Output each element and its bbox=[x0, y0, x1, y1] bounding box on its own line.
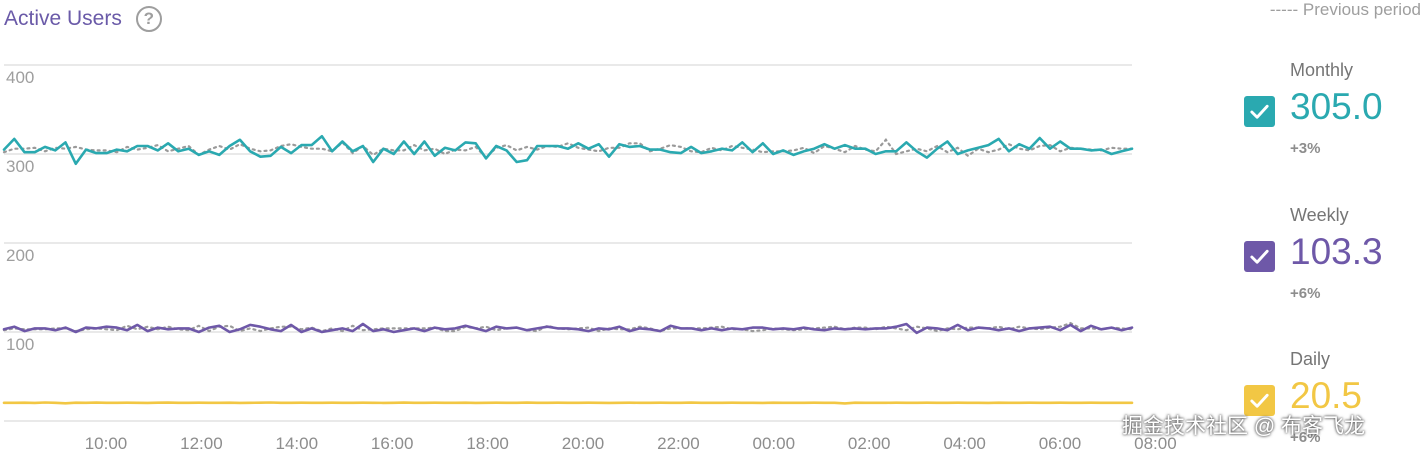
x-tick-label: 10:00 bbox=[85, 434, 128, 452]
x-tick-label: 12:00 bbox=[180, 434, 223, 452]
x-tick-label: 06:00 bbox=[1039, 434, 1082, 452]
legend-change-daily: +6% bbox=[1290, 429, 1321, 446]
legend-name-daily: Daily bbox=[1290, 349, 1331, 369]
y-tick-label: 200 bbox=[6, 246, 34, 265]
line-chart: 100 200 300 400 10:00 12:00 14:00 16:00 18:00 20:… bbox=[2, 64, 1177, 452]
x-tick-label: 04:00 bbox=[943, 434, 986, 452]
x-tick-label: 20:00 bbox=[562, 434, 605, 452]
checkbox-checked-icon[interactable] bbox=[1244, 241, 1275, 272]
legend-name-monthly: Monthly bbox=[1290, 60, 1354, 80]
checkbox-checked-icon[interactable] bbox=[1244, 96, 1275, 127]
x-tick-label: 02:00 bbox=[848, 434, 891, 452]
legend-change-monthly: +3% bbox=[1290, 140, 1321, 157]
x-tick-label: 14:00 bbox=[276, 434, 319, 452]
series-line-monthly bbox=[2, 134, 1134, 166]
watermark: 掘金技术社区 @ 布客飞龙 bbox=[1122, 415, 1365, 438]
chart-title: Active Users bbox=[4, 7, 122, 30]
legend-change-weekly: +6% bbox=[1290, 285, 1321, 302]
y-tick-label: 300 bbox=[6, 157, 34, 176]
x-tick-label: 08:00 bbox=[1134, 434, 1177, 452]
series-legend: Monthly 305.0 +3% Weekly 103.3 +6% Daily 20.5 +6… bbox=[1244, 0, 1425, 452]
chart-header: Active Users ? bbox=[4, 4, 162, 34]
series-line-weekly bbox=[2, 322, 1134, 335]
legend-value-weekly: 103.3 bbox=[1290, 231, 1383, 272]
legend-name-weekly: Weekly bbox=[1290, 205, 1349, 225]
x-tick-label: 00:00 bbox=[753, 434, 796, 452]
y-tick-label: 400 bbox=[6, 68, 34, 87]
legend-value-daily: 20.5 bbox=[1290, 375, 1363, 416]
previous-period-line-monthly bbox=[2, 138, 1134, 160]
series-line-daily bbox=[2, 401, 1134, 405]
x-tick-label: 22:00 bbox=[657, 434, 700, 452]
legend-value-monthly: 305.0 bbox=[1290, 86, 1383, 127]
question-mark-icon[interactable]: ? bbox=[135, 6, 162, 32]
x-tick-label: 18:00 bbox=[466, 434, 509, 452]
y-tick-label: 100 bbox=[6, 335, 34, 354]
previous-period-legend: ----- Previous period bbox=[1269, 0, 1421, 19]
x-tick-label: 16:00 bbox=[371, 434, 414, 452]
checkbox-checked-icon[interactable] bbox=[1244, 385, 1275, 416]
